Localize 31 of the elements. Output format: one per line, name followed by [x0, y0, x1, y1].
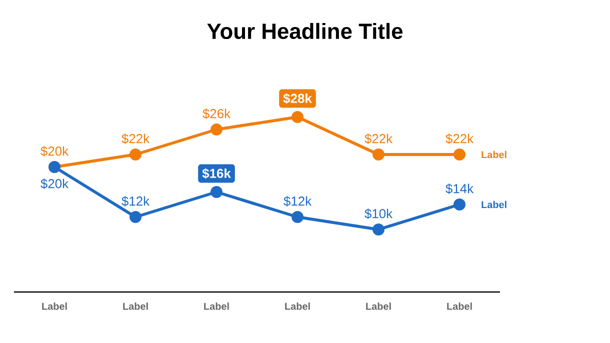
series-label: Label: [482, 150, 506, 158]
x-tick-label: Label: [285, 302, 310, 310]
point: [292, 211, 304, 223]
x-tick-label: Label: [366, 302, 391, 310]
data-label: $16k: [202, 168, 231, 179]
point: [372, 224, 385, 236]
data-label: $12k: [122, 196, 150, 206]
data-label: $26k: [202, 108, 231, 119]
series-label: Label: [482, 200, 506, 208]
data-label: $22k: [364, 133, 393, 144]
x-tick-label: Label: [42, 302, 67, 310]
x-tick-label: Label: [447, 302, 472, 310]
data-label: $10k: [364, 208, 393, 219]
data-label: $12k: [284, 196, 312, 206]
point: [210, 124, 223, 136]
point: [372, 148, 385, 160]
chart-title: Your Headline Title: [207, 22, 403, 40]
data-label: $14k: [446, 183, 474, 194]
point: [210, 186, 223, 198]
point: [454, 148, 466, 160]
point: [130, 211, 142, 223]
data-label: $22k: [122, 133, 150, 144]
data-label: $28k: [283, 93, 312, 104]
data-label: $20k: [40, 146, 69, 156]
point: [292, 111, 304, 123]
x-tick-label: Label: [204, 302, 229, 310]
point: [454, 198, 466, 210]
point: [130, 148, 142, 160]
data-label: $22k: [446, 133, 474, 144]
data-label: $20k: [40, 178, 69, 189]
x-tick-label: Label: [123, 302, 148, 310]
